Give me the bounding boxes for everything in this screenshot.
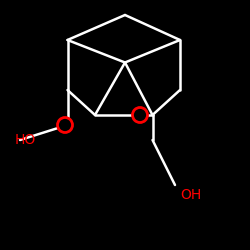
Circle shape	[58, 119, 71, 132]
Text: OH: OH	[180, 188, 201, 202]
Text: HO: HO	[15, 133, 36, 147]
Circle shape	[134, 108, 146, 122]
